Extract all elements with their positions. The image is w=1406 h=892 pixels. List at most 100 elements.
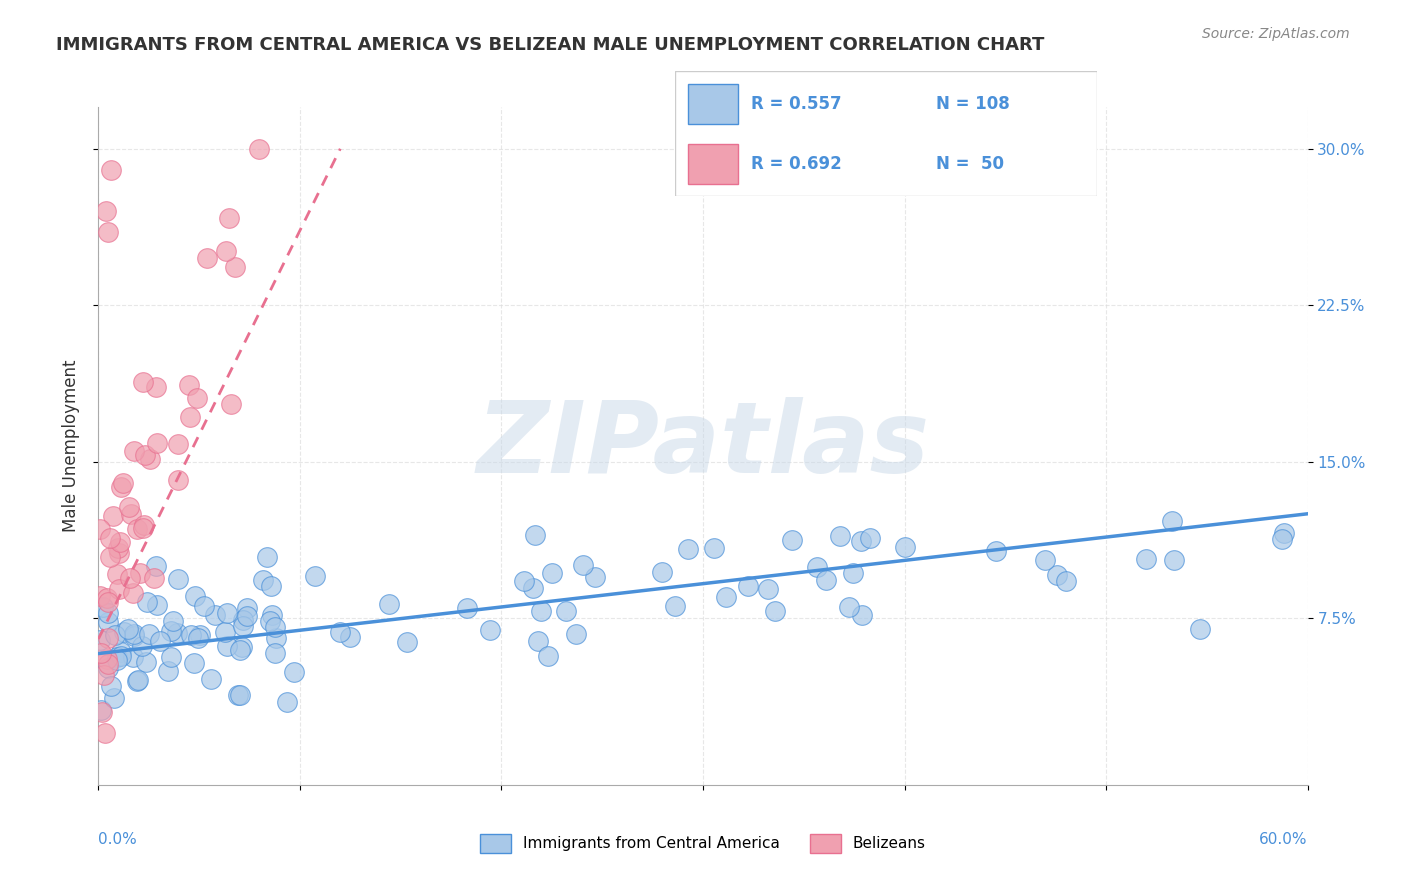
Point [215, 244, 238, 258]
Point [131, 640, 153, 654]
Point [167, 572, 190, 586]
Point [1271, 532, 1294, 546]
Point [97, 606, 120, 620]
Point [120, 571, 142, 585]
Point [554, 604, 576, 618]
Point [1188, 622, 1211, 636]
Point [112, 475, 135, 490]
Point [127, 673, 149, 688]
Point [252, 574, 274, 588]
Point [180, 627, 202, 641]
Point [1033, 552, 1056, 566]
Point [100, 549, 122, 564]
Point [186, 391, 208, 405]
Point [105, 566, 128, 581]
Point [97, 225, 120, 239]
Y-axis label: Male Unemployment: Male Unemployment [62, 359, 80, 533]
Point [132, 521, 155, 535]
Point [522, 581, 544, 595]
Point [101, 508, 124, 523]
Point [276, 695, 298, 709]
Point [737, 579, 759, 593]
Point [125, 522, 148, 536]
Point [162, 614, 184, 628]
Text: R = 0.557: R = 0.557 [751, 95, 841, 112]
Point [226, 688, 249, 702]
Point [166, 437, 188, 451]
Point [127, 673, 149, 688]
Point [104, 628, 127, 642]
Point [103, 691, 125, 706]
Point [651, 565, 673, 579]
Point [1054, 574, 1077, 589]
Point [236, 601, 259, 615]
Point [583, 570, 606, 584]
Point [117, 500, 139, 515]
Point [232, 613, 254, 627]
Point [304, 569, 326, 583]
Point [97, 661, 120, 675]
Point [218, 211, 240, 225]
Point [91, 599, 114, 614]
Point [478, 623, 501, 637]
Point [110, 480, 132, 494]
Point [159, 649, 181, 664]
Point [1046, 568, 1069, 582]
Point [100, 162, 122, 177]
Text: ZIPatlas: ZIPatlas [477, 398, 929, 494]
Text: 60.0%: 60.0% [1260, 832, 1308, 847]
Point [232, 619, 254, 633]
Point [193, 599, 215, 614]
Point [90, 703, 112, 717]
Point [572, 558, 595, 572]
Point [138, 452, 160, 467]
Point [512, 574, 534, 588]
Point [564, 626, 586, 640]
Point [108, 582, 131, 596]
Point [263, 646, 285, 660]
Point [703, 541, 725, 555]
Text: N =  50: N = 50 [936, 155, 1004, 173]
Point [97, 615, 120, 629]
FancyBboxPatch shape [675, 71, 1097, 196]
Text: N = 108: N = 108 [936, 95, 1010, 112]
Point [1163, 553, 1185, 567]
Point [219, 397, 242, 411]
Point [108, 535, 131, 549]
Point [132, 376, 155, 390]
Point [984, 544, 1007, 558]
Point [146, 598, 169, 612]
Point [89, 646, 111, 660]
Point [89, 589, 111, 603]
Point [167, 473, 190, 487]
Point [396, 635, 419, 649]
Point [537, 649, 560, 664]
Point [149, 634, 172, 648]
Point [1135, 552, 1157, 566]
FancyBboxPatch shape [688, 84, 738, 124]
Point [200, 672, 222, 686]
Point [714, 590, 737, 604]
Point [763, 604, 786, 618]
Point [117, 622, 139, 636]
Point [110, 644, 132, 658]
Point [541, 566, 564, 580]
Point [134, 449, 156, 463]
Point [93, 668, 115, 682]
Text: R = 0.692: R = 0.692 [751, 155, 842, 173]
Point [224, 260, 246, 274]
Point [664, 599, 686, 613]
Point [756, 582, 779, 597]
Point [177, 377, 200, 392]
Point [108, 546, 131, 560]
Point [145, 380, 167, 394]
Point [842, 566, 865, 580]
Point [851, 607, 873, 622]
Point [283, 665, 305, 679]
Point [893, 540, 915, 554]
Point [122, 649, 145, 664]
Point [676, 542, 699, 557]
Point [183, 656, 205, 670]
Point [260, 579, 283, 593]
Point [122, 627, 145, 641]
